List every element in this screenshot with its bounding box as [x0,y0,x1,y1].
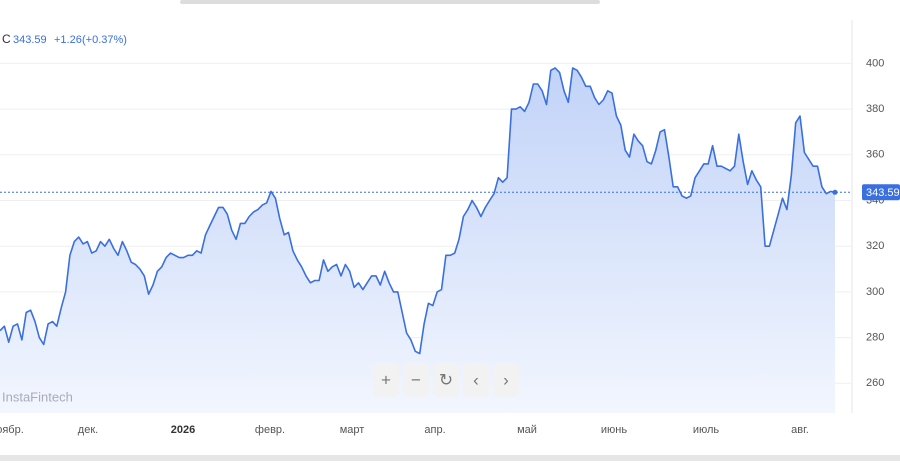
reset-icon: ↻ [439,370,453,389]
scroll-left-button[interactable] [463,363,489,397]
area-fill [0,68,835,413]
zoom-in-button[interactable] [373,363,399,397]
x-tick-label: дек. [78,424,98,436]
price-line [0,67,836,355]
x-tick-label: 2026 [171,424,195,436]
y-tick-label: 260 [866,377,884,389]
x-tick-label: авг. [791,424,809,436]
y-tick-label: 320 [866,240,884,252]
y-tick-label: 300 [866,286,884,298]
watermark: InstaFintech [2,389,73,404]
y-tick-label: 380 [866,103,884,115]
x-tick-label: май [517,424,537,436]
ticker: С [2,32,11,46]
zoom-out-icon: − [411,370,421,389]
x-tick-label: апр. [424,424,445,436]
y-tick-label: 360 [866,149,884,161]
change: +1.26 [54,34,82,46]
scroll-right-icon: › [503,370,509,389]
zoom-out-button[interactable] [403,363,429,397]
x-tick-label: оябр. [0,424,24,436]
last-price-tag [862,184,900,201]
top-bar [180,0,600,4]
last-price: 343.59 [13,34,47,46]
x-tick-label: март [340,424,365,436]
x-tick-label: февр. [255,424,285,436]
bottom-bar [0,455,900,461]
x-tick-label: июнь [601,424,627,436]
y-tick-label: 280 [866,332,884,344]
y-tick-label: 400 [866,57,884,69]
scroll-right-button[interactable] [493,363,519,397]
last-price-tag-label: 343.59 [866,187,900,199]
x-tick-label: июль [693,424,720,436]
reset-button[interactable] [433,363,459,397]
zoom-in-icon: + [381,370,391,389]
last-point [832,189,838,195]
scroll-left-icon: ‹ [473,370,479,389]
toolbar: + − ↻ ‹ › [373,363,519,397]
change-percent: (+0.37%) [82,34,127,46]
